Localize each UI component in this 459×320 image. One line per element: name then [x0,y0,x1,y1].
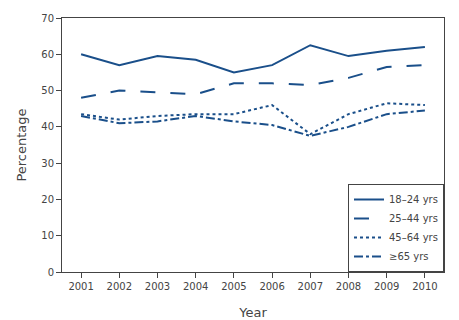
svg-text:70: 70 [41,13,54,24]
svg-text:2005: 2005 [221,281,246,292]
svg-text:50: 50 [41,85,54,96]
svg-text:2001: 2001 [68,281,93,292]
svg-text:18–24 yrs: 18–24 yrs [389,194,438,205]
svg-text:2003: 2003 [145,281,170,292]
svg-text:Percentage: Percentage [14,108,29,181]
svg-text:2004: 2004 [183,281,208,292]
svg-text:2002: 2002 [107,281,132,292]
svg-text:2009: 2009 [374,281,399,292]
svg-text:2008: 2008 [336,281,361,292]
svg-text:45–64 yrs: 45–64 yrs [389,232,438,243]
svg-text:≥65 yrs: ≥65 yrs [389,251,429,262]
svg-text:20: 20 [41,194,54,205]
svg-text:60: 60 [41,49,54,60]
svg-text:0: 0 [48,267,54,278]
svg-text:2010: 2010 [412,281,437,292]
svg-text:25–44 yrs: 25–44 yrs [389,213,438,224]
svg-text:40: 40 [41,121,54,132]
svg-text:10: 10 [41,230,54,241]
svg-text:30: 30 [41,158,54,169]
svg-text:2007: 2007 [298,281,323,292]
svg-text:Year: Year [238,305,267,320]
svg-text:2006: 2006 [259,281,284,292]
